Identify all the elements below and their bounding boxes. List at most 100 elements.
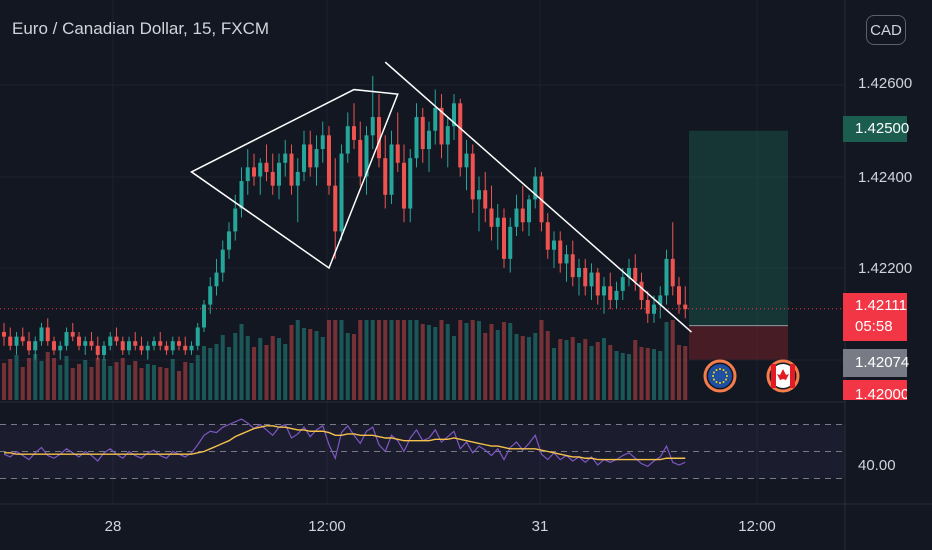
volume-bar bbox=[277, 338, 281, 400]
eu-flag-star bbox=[712, 371, 715, 374]
candle-body bbox=[177, 341, 181, 346]
candle-body bbox=[120, 341, 125, 351]
bar-countdown: 05:58 bbox=[855, 318, 893, 335]
volume-bar bbox=[195, 355, 200, 400]
volume-bar bbox=[283, 344, 288, 400]
candle-body bbox=[214, 272, 219, 287]
candle-body bbox=[202, 304, 206, 328]
volume-bar bbox=[252, 347, 256, 400]
candle-body bbox=[345, 126, 350, 154]
volume-bar bbox=[177, 371, 181, 400]
rsi-pane bbox=[0, 418, 845, 479]
candle-body bbox=[570, 254, 575, 278]
candle-body bbox=[470, 153, 475, 200]
candle-body bbox=[564, 254, 569, 264]
candle-body bbox=[8, 336, 13, 346]
long-position-tool[interactable] bbox=[689, 130, 788, 360]
volume-bar bbox=[133, 361, 138, 400]
candle-body bbox=[645, 300, 650, 314]
volume-bar bbox=[245, 336, 250, 400]
volume-bar bbox=[683, 346, 688, 400]
candle-body bbox=[364, 135, 369, 177]
candle-body bbox=[552, 240, 556, 250]
candle-body bbox=[252, 167, 256, 177]
eu-flag-star bbox=[719, 382, 721, 384]
candle-body bbox=[20, 336, 25, 342]
volume-bar bbox=[595, 342, 600, 400]
volume-bar bbox=[427, 325, 431, 400]
candle-body bbox=[245, 167, 250, 182]
volume-bar bbox=[633, 340, 638, 400]
candle-body bbox=[64, 332, 69, 346]
volume-bar bbox=[414, 320, 419, 400]
volume-bar bbox=[652, 349, 656, 400]
volume-bar bbox=[589, 346, 594, 400]
volume-bar bbox=[20, 367, 25, 400]
volume-bar bbox=[383, 320, 388, 400]
candle-body bbox=[614, 290, 619, 301]
last-price-tag: 1.42111 05:58 bbox=[843, 293, 907, 341]
candle-body bbox=[327, 135, 331, 186]
maple-leaf-icon bbox=[777, 369, 789, 380]
volume-bar bbox=[77, 364, 81, 400]
volume-bar bbox=[395, 320, 400, 400]
volume-bar bbox=[345, 333, 350, 400]
volume-bar bbox=[520, 336, 525, 400]
candle-body bbox=[89, 341, 94, 346]
volume-bar bbox=[483, 333, 488, 400]
candle-body bbox=[439, 107, 444, 145]
candle-body bbox=[577, 268, 581, 278]
candle-body bbox=[27, 341, 31, 351]
candle-body bbox=[670, 258, 675, 287]
candle-body bbox=[445, 126, 450, 145]
candle-body bbox=[45, 327, 50, 342]
candle-body bbox=[608, 286, 613, 301]
volume-bar bbox=[27, 358, 31, 400]
volume-bar bbox=[258, 338, 263, 400]
volume-bar bbox=[495, 330, 500, 400]
candle-body bbox=[533, 176, 538, 200]
candle-body bbox=[483, 190, 488, 209]
volume-bar bbox=[327, 320, 331, 400]
eu-flag-star bbox=[725, 371, 728, 374]
candle-body bbox=[170, 341, 175, 351]
volume-bar bbox=[39, 361, 44, 400]
volume-bar bbox=[308, 329, 313, 400]
volume-bar bbox=[314, 331, 319, 400]
candle-body bbox=[277, 162, 281, 186]
volume-bar bbox=[33, 354, 38, 400]
eu-flag-star bbox=[715, 381, 718, 384]
economic-events[interactable] bbox=[703, 359, 800, 393]
eu-flag-star bbox=[726, 375, 728, 377]
pattern-drawings[interactable] bbox=[190, 61, 692, 333]
eu-flag-icon bbox=[708, 364, 732, 388]
candle-body bbox=[158, 341, 163, 346]
candle-body bbox=[683, 304, 688, 310]
candlestick-series[interactable] bbox=[0, 75, 845, 360]
volume-bar bbox=[220, 335, 225, 400]
candle-body bbox=[602, 286, 606, 296]
candle-body bbox=[208, 286, 213, 305]
candle-body bbox=[270, 171, 275, 186]
candle-body bbox=[677, 286, 681, 305]
candle-body bbox=[164, 345, 169, 351]
volume-bar bbox=[14, 355, 19, 400]
volume-bars bbox=[2, 320, 688, 400]
candle-body bbox=[302, 144, 306, 172]
volume-bar bbox=[608, 345, 613, 400]
volume-bar bbox=[577, 343, 581, 400]
volume-bar bbox=[583, 339, 588, 400]
trendline bbox=[384, 61, 692, 333]
volume-bar bbox=[127, 365, 131, 400]
volume-bar bbox=[120, 358, 125, 400]
volume-bar bbox=[264, 345, 269, 400]
currency-button[interactable]: CAD bbox=[866, 15, 906, 45]
candle-body bbox=[452, 103, 456, 127]
volume-bar bbox=[233, 333, 238, 400]
volume-bar bbox=[8, 359, 13, 400]
price-tick-label: 1.42600 bbox=[858, 75, 913, 92]
volume-bar bbox=[320, 337, 325, 400]
eu-flag-star bbox=[712, 378, 715, 381]
